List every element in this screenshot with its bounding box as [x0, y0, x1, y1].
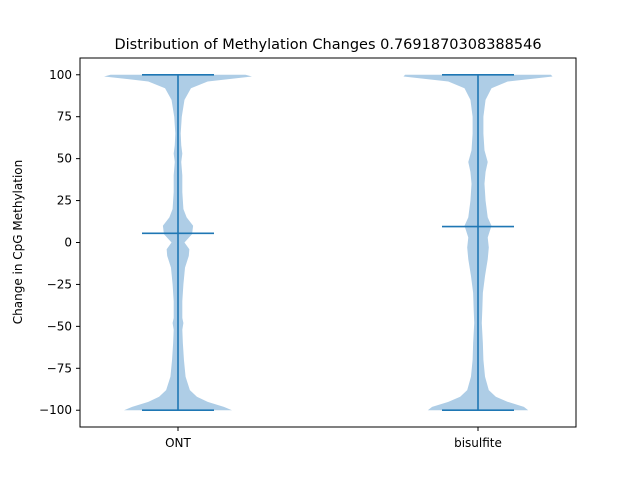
- x-tick-label-ONT: ONT: [165, 436, 191, 450]
- y-tick-label: −50: [47, 319, 72, 333]
- y-tick-label: 0: [64, 236, 72, 250]
- y-axis-label: Change in CpG Methylation: [11, 160, 25, 324]
- x-axis: ONT bisulfite: [165, 427, 502, 450]
- y-tick-label: 50: [57, 152, 72, 166]
- plot-frame: [79, 57, 577, 428]
- y-tick-label: 75: [57, 110, 72, 124]
- x-tick-label-bisulfite: bisulfite: [454, 436, 502, 450]
- y-tick-label: −75: [47, 361, 72, 375]
- y-axis: 100 75 50 25 0 −25 −50 −75 −100: [39, 68, 80, 417]
- chart-title: Distribution of Methylation Changes 0.76…: [114, 37, 541, 53]
- y-tick-label: 25: [57, 194, 72, 208]
- y-tick-label: −25: [47, 277, 72, 291]
- plot-area: [104, 73, 553, 412]
- y-tick-label: 100: [49, 68, 72, 82]
- y-tick-label: −100: [39, 403, 72, 417]
